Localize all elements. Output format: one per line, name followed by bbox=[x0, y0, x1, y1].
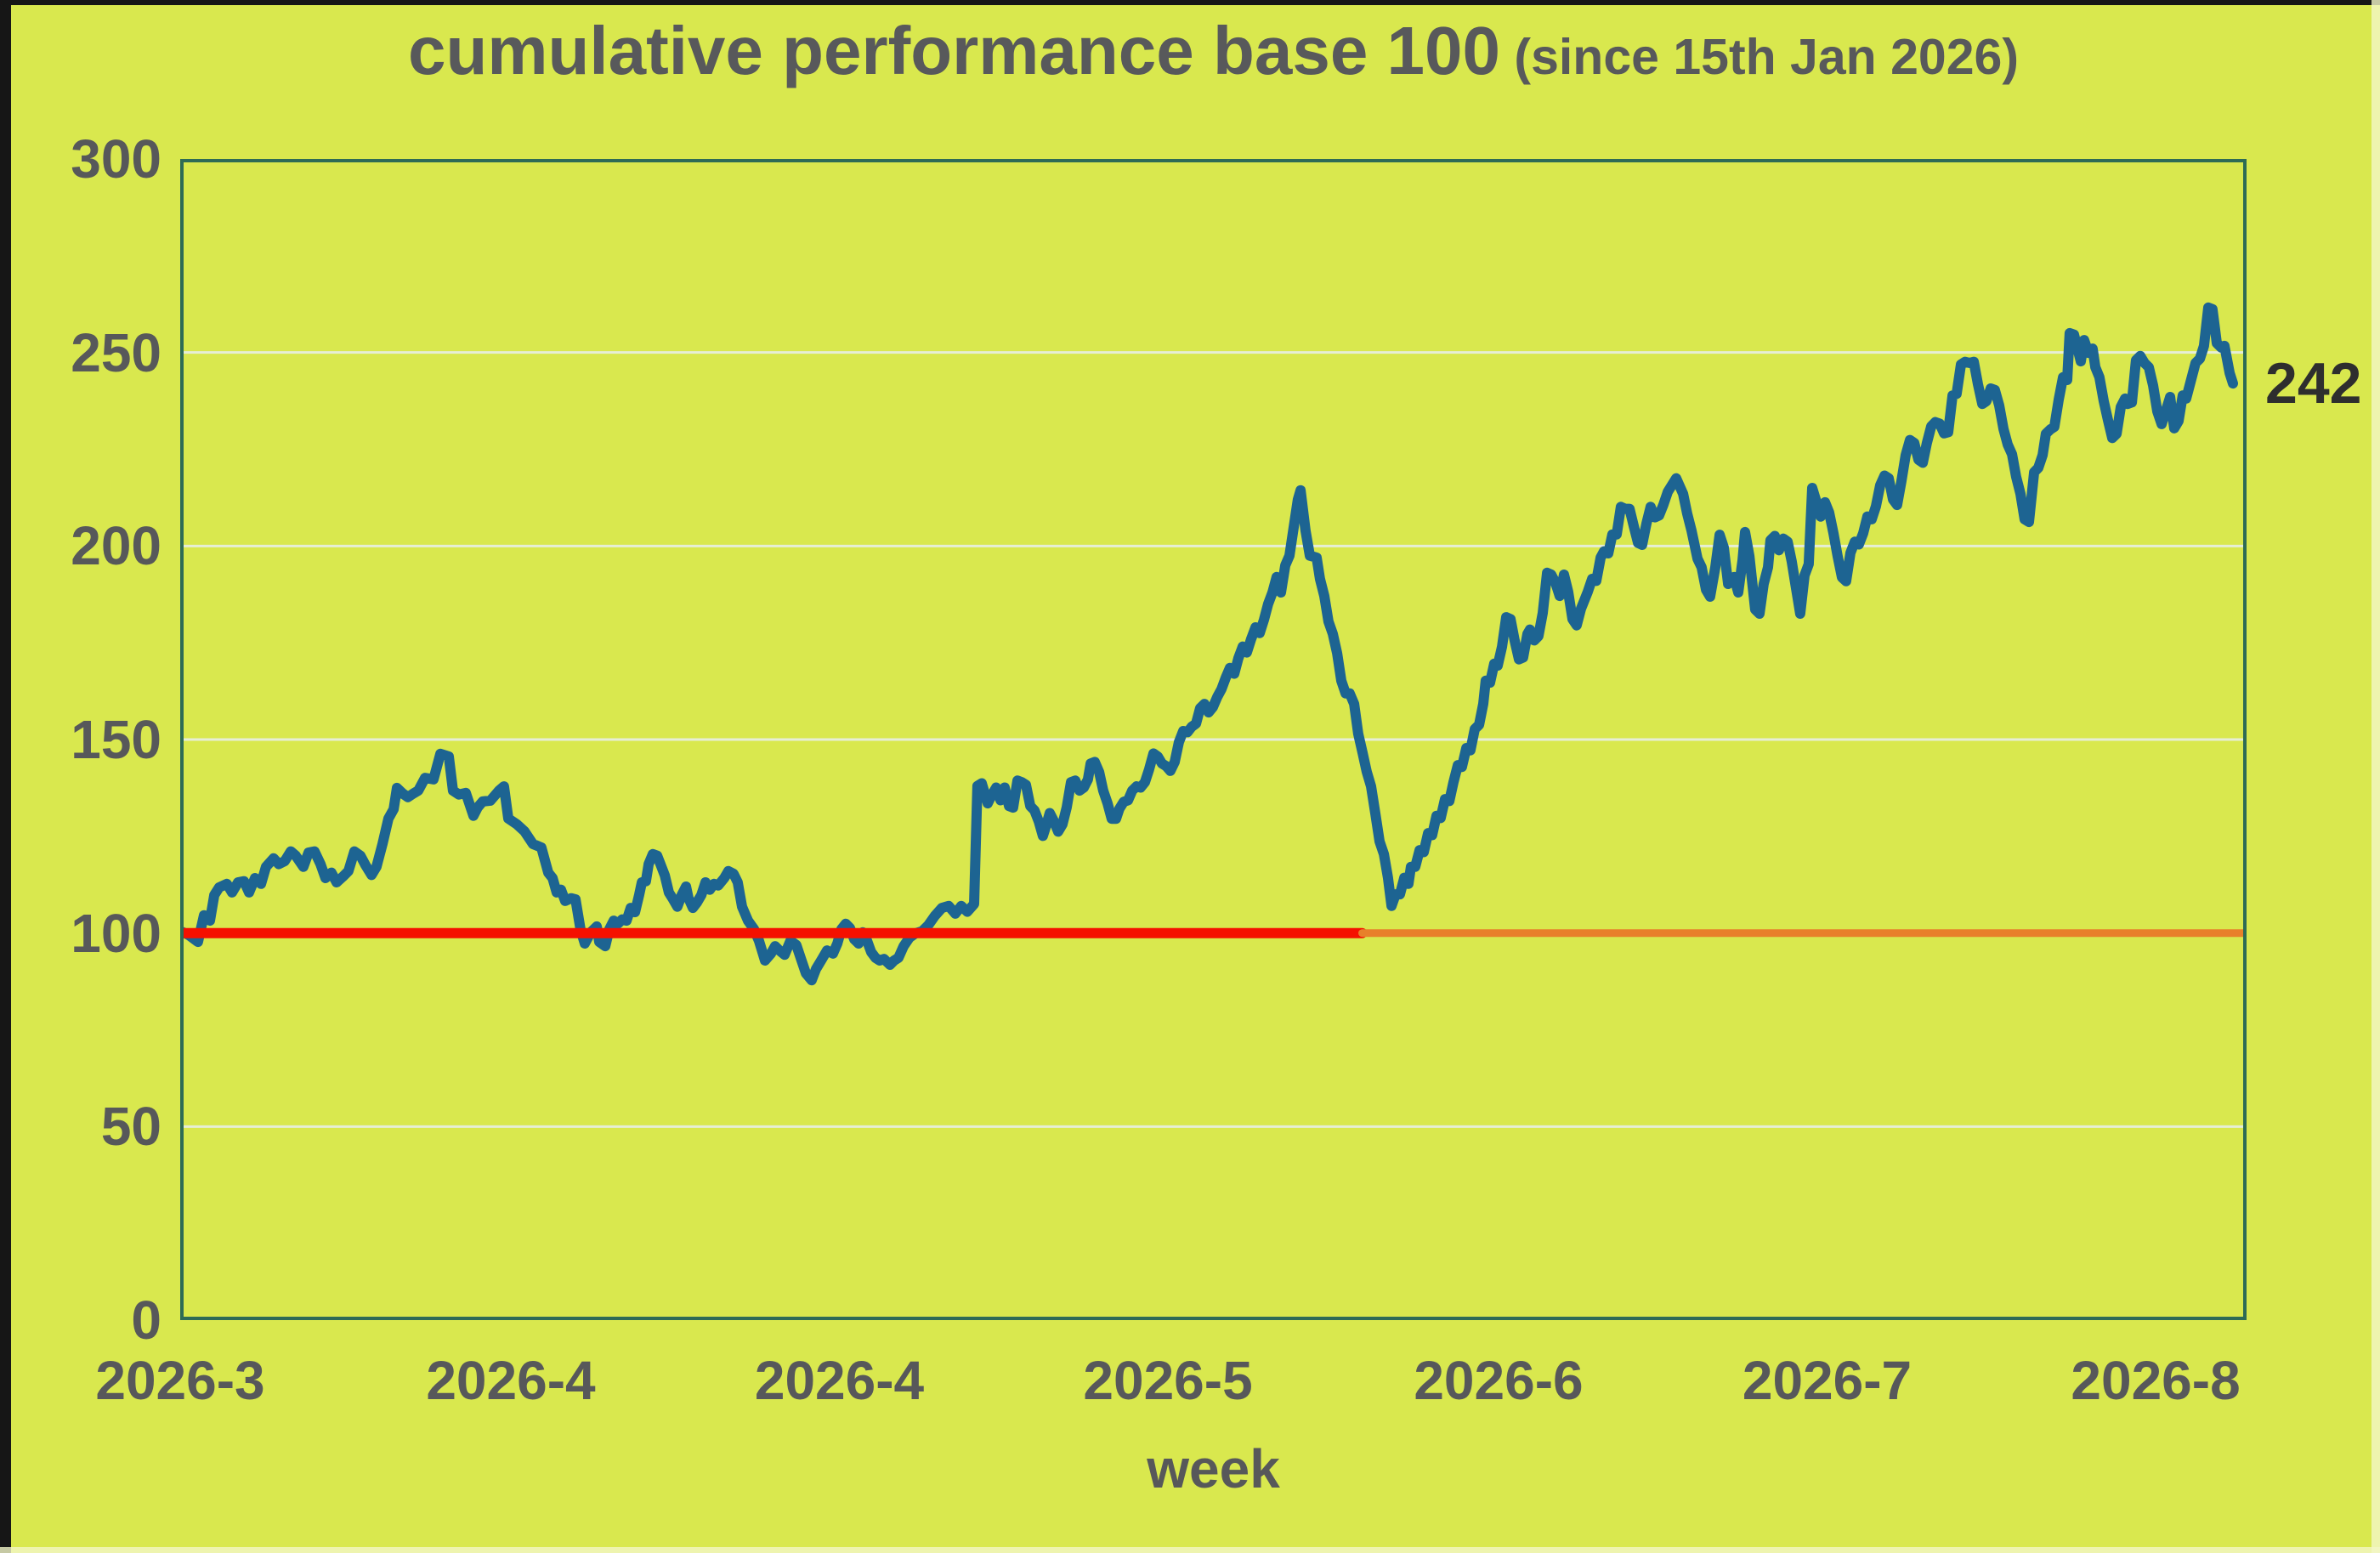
chart-svg bbox=[180, 159, 2247, 1320]
x-tick-label-6: 2026-7 bbox=[1742, 1350, 1912, 1411]
series-cumulative-performance bbox=[180, 302, 2238, 986]
x-tick-label-4: 2026-5 bbox=[1083, 1350, 1253, 1411]
x-axis-title: week bbox=[1147, 1438, 1280, 1499]
plot-frame bbox=[180, 159, 2247, 1320]
chart-title-main: cumulative performance base 100 bbox=[407, 13, 1501, 88]
y-tick-label-50: 50 bbox=[100, 1096, 162, 1158]
y-tick-label-200: 200 bbox=[71, 515, 162, 577]
y-tick-label-0: 0 bbox=[131, 1289, 162, 1351]
y-tick-label-250: 250 bbox=[71, 321, 162, 383]
x-tick-label-1: 2026-3 bbox=[95, 1350, 265, 1411]
y-tick-label-300: 300 bbox=[71, 128, 162, 190]
chart-title: cumulative performance base 100 (since 1… bbox=[180, 12, 2247, 90]
window-edge-bottom bbox=[0, 1547, 2380, 1553]
x-tick-label-7: 2026-8 bbox=[2071, 1350, 2241, 1411]
y-tick-label-100: 100 bbox=[71, 902, 162, 964]
window-edge-right bbox=[2372, 0, 2380, 1553]
chart-title-suffix: (since 15th Jan 2026) bbox=[1500, 29, 2019, 85]
plot-area bbox=[180, 159, 2247, 1320]
window-edge-top bbox=[0, 0, 2380, 5]
x-tick-label-3: 2026-4 bbox=[754, 1350, 925, 1411]
y-tick-label-150: 150 bbox=[71, 709, 162, 770]
window-edge-left bbox=[0, 0, 11, 1553]
x-tick-label-2: 2026-4 bbox=[426, 1350, 596, 1411]
x-tick-label-5: 2026-6 bbox=[1414, 1350, 1584, 1411]
series-end-value-label: 242 bbox=[2265, 351, 2362, 417]
